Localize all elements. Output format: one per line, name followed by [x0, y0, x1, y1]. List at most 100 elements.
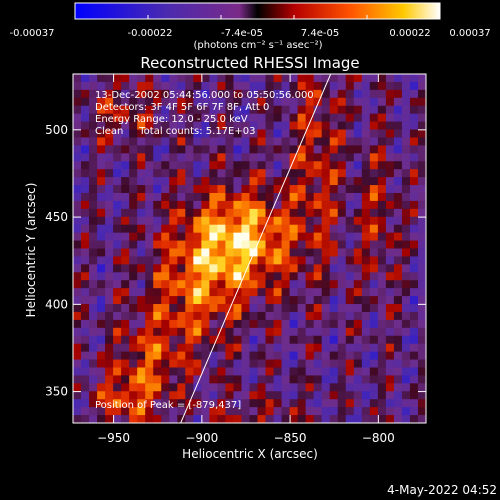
heatmap-cell [249, 113, 258, 122]
heatmap-cell [81, 208, 90, 218]
heatmap-cell [121, 192, 130, 202]
heatmap-cell [89, 383, 98, 392]
heatmap-cell [417, 105, 426, 115]
heatmap-cell [161, 327, 170, 337]
heatmap-cell [105, 304, 114, 313]
heatmap-cell [313, 192, 323, 202]
heatmap-cell [345, 311, 355, 321]
heatmap-cell [345, 81, 355, 91]
heatmap-cell [273, 232, 282, 241]
heatmap-cell [305, 105, 315, 115]
heatmap-cell [193, 311, 202, 321]
heatmap-cell [353, 359, 363, 368]
heatmap-cell [345, 121, 355, 130]
heatmap-cell [201, 240, 210, 249]
heatmap-cell [297, 399, 307, 408]
heatmap-cell [385, 121, 395, 130]
heatmap-cell [345, 177, 355, 186]
heatmap-cell [329, 343, 339, 353]
heatmap-cell [369, 89, 379, 99]
heatmap-cell [73, 383, 82, 392]
heatmap-cell [273, 153, 282, 162]
heatmap-cell [257, 264, 266, 273]
heatmap-cell [313, 129, 323, 138]
heatmap-cell [353, 105, 363, 115]
heatmap-cell [73, 113, 82, 122]
heatmap-cell [369, 185, 379, 194]
heatmap-cell [337, 343, 347, 353]
heatmap-cell [185, 161, 194, 170]
heatmap-cell [361, 216, 371, 226]
heatmap-cell [97, 192, 106, 202]
heatmap-cell [289, 145, 299, 154]
heatmap-cell [89, 81, 98, 91]
heatmap-cell [401, 113, 411, 122]
heatmap-cell [361, 89, 371, 99]
heatmap-cell [217, 105, 226, 115]
heatmap-cell [329, 256, 339, 265]
heatmap-cell [321, 335, 331, 345]
heatmap-cell [281, 105, 291, 115]
heatmap-cell [129, 375, 138, 384]
heatmap-cell [121, 232, 130, 241]
heatmap-cell [233, 391, 242, 400]
heatmap-cell [161, 407, 170, 416]
heatmap-cell [321, 296, 331, 305]
heatmap-cell [297, 169, 307, 178]
heatmap-cell [121, 81, 130, 91]
heatmap-cell [177, 129, 186, 138]
heatmap-cell [201, 296, 210, 305]
heatmap-cell [361, 240, 371, 249]
heatmap-cell [289, 319, 299, 329]
heatmap-cell [297, 272, 307, 281]
heatmap-cell [417, 359, 426, 368]
heatmap-cell [393, 407, 403, 416]
heatmap-cell [409, 335, 419, 345]
heatmap-cell [273, 113, 282, 122]
heatmap-cell [377, 145, 387, 154]
heatmap-cell [417, 129, 426, 138]
heatmap-cell [225, 415, 234, 423]
heatmap-cell [113, 280, 122, 289]
heatmap-cell [137, 304, 146, 313]
heatmap-cell [161, 177, 170, 186]
heatmap-cell [89, 296, 98, 305]
heatmap-cell [129, 161, 138, 170]
heatmap-cell [417, 145, 426, 154]
heatmap-cell [289, 224, 299, 234]
heatmap-cell [97, 153, 106, 162]
heatmap-cell [353, 74, 363, 83]
heatmap-cell [193, 272, 202, 281]
heatmap-cell [241, 208, 250, 218]
heatmap-cell [217, 327, 226, 337]
heatmap-cell [97, 185, 106, 194]
heatmap-cell [417, 256, 426, 265]
heatmap-cell [385, 192, 395, 202]
heatmap-cell [241, 288, 250, 297]
heatmap-cell [169, 200, 178, 210]
heatmap-cell [113, 200, 122, 210]
heatmap-cell [185, 145, 194, 154]
heatmap-cell [257, 304, 266, 313]
heatmap-cell [297, 304, 307, 313]
heatmap-cell [401, 296, 411, 305]
solar-limb-line [180, 74, 332, 423]
heatmap-cell [121, 169, 130, 178]
heatmap-cell [377, 351, 387, 360]
heatmap-cell [257, 113, 266, 122]
heatmap-cell [105, 153, 114, 162]
heatmap-cell [289, 81, 299, 91]
heatmap-cell [97, 367, 106, 376]
heatmap-cell [161, 224, 170, 234]
heatmap-cell [225, 89, 234, 99]
heatmap-cell [385, 240, 395, 249]
heatmap-cell [401, 185, 411, 194]
heatmap-cell [401, 375, 411, 384]
heatmap-cell [249, 216, 258, 226]
heatmap-cell [137, 311, 146, 321]
heatmap-cell [305, 264, 315, 273]
heatmap-cell [297, 177, 307, 186]
heatmap-cell [193, 216, 202, 226]
heatmap-cell [129, 351, 138, 360]
heatmap-cell [289, 113, 299, 122]
